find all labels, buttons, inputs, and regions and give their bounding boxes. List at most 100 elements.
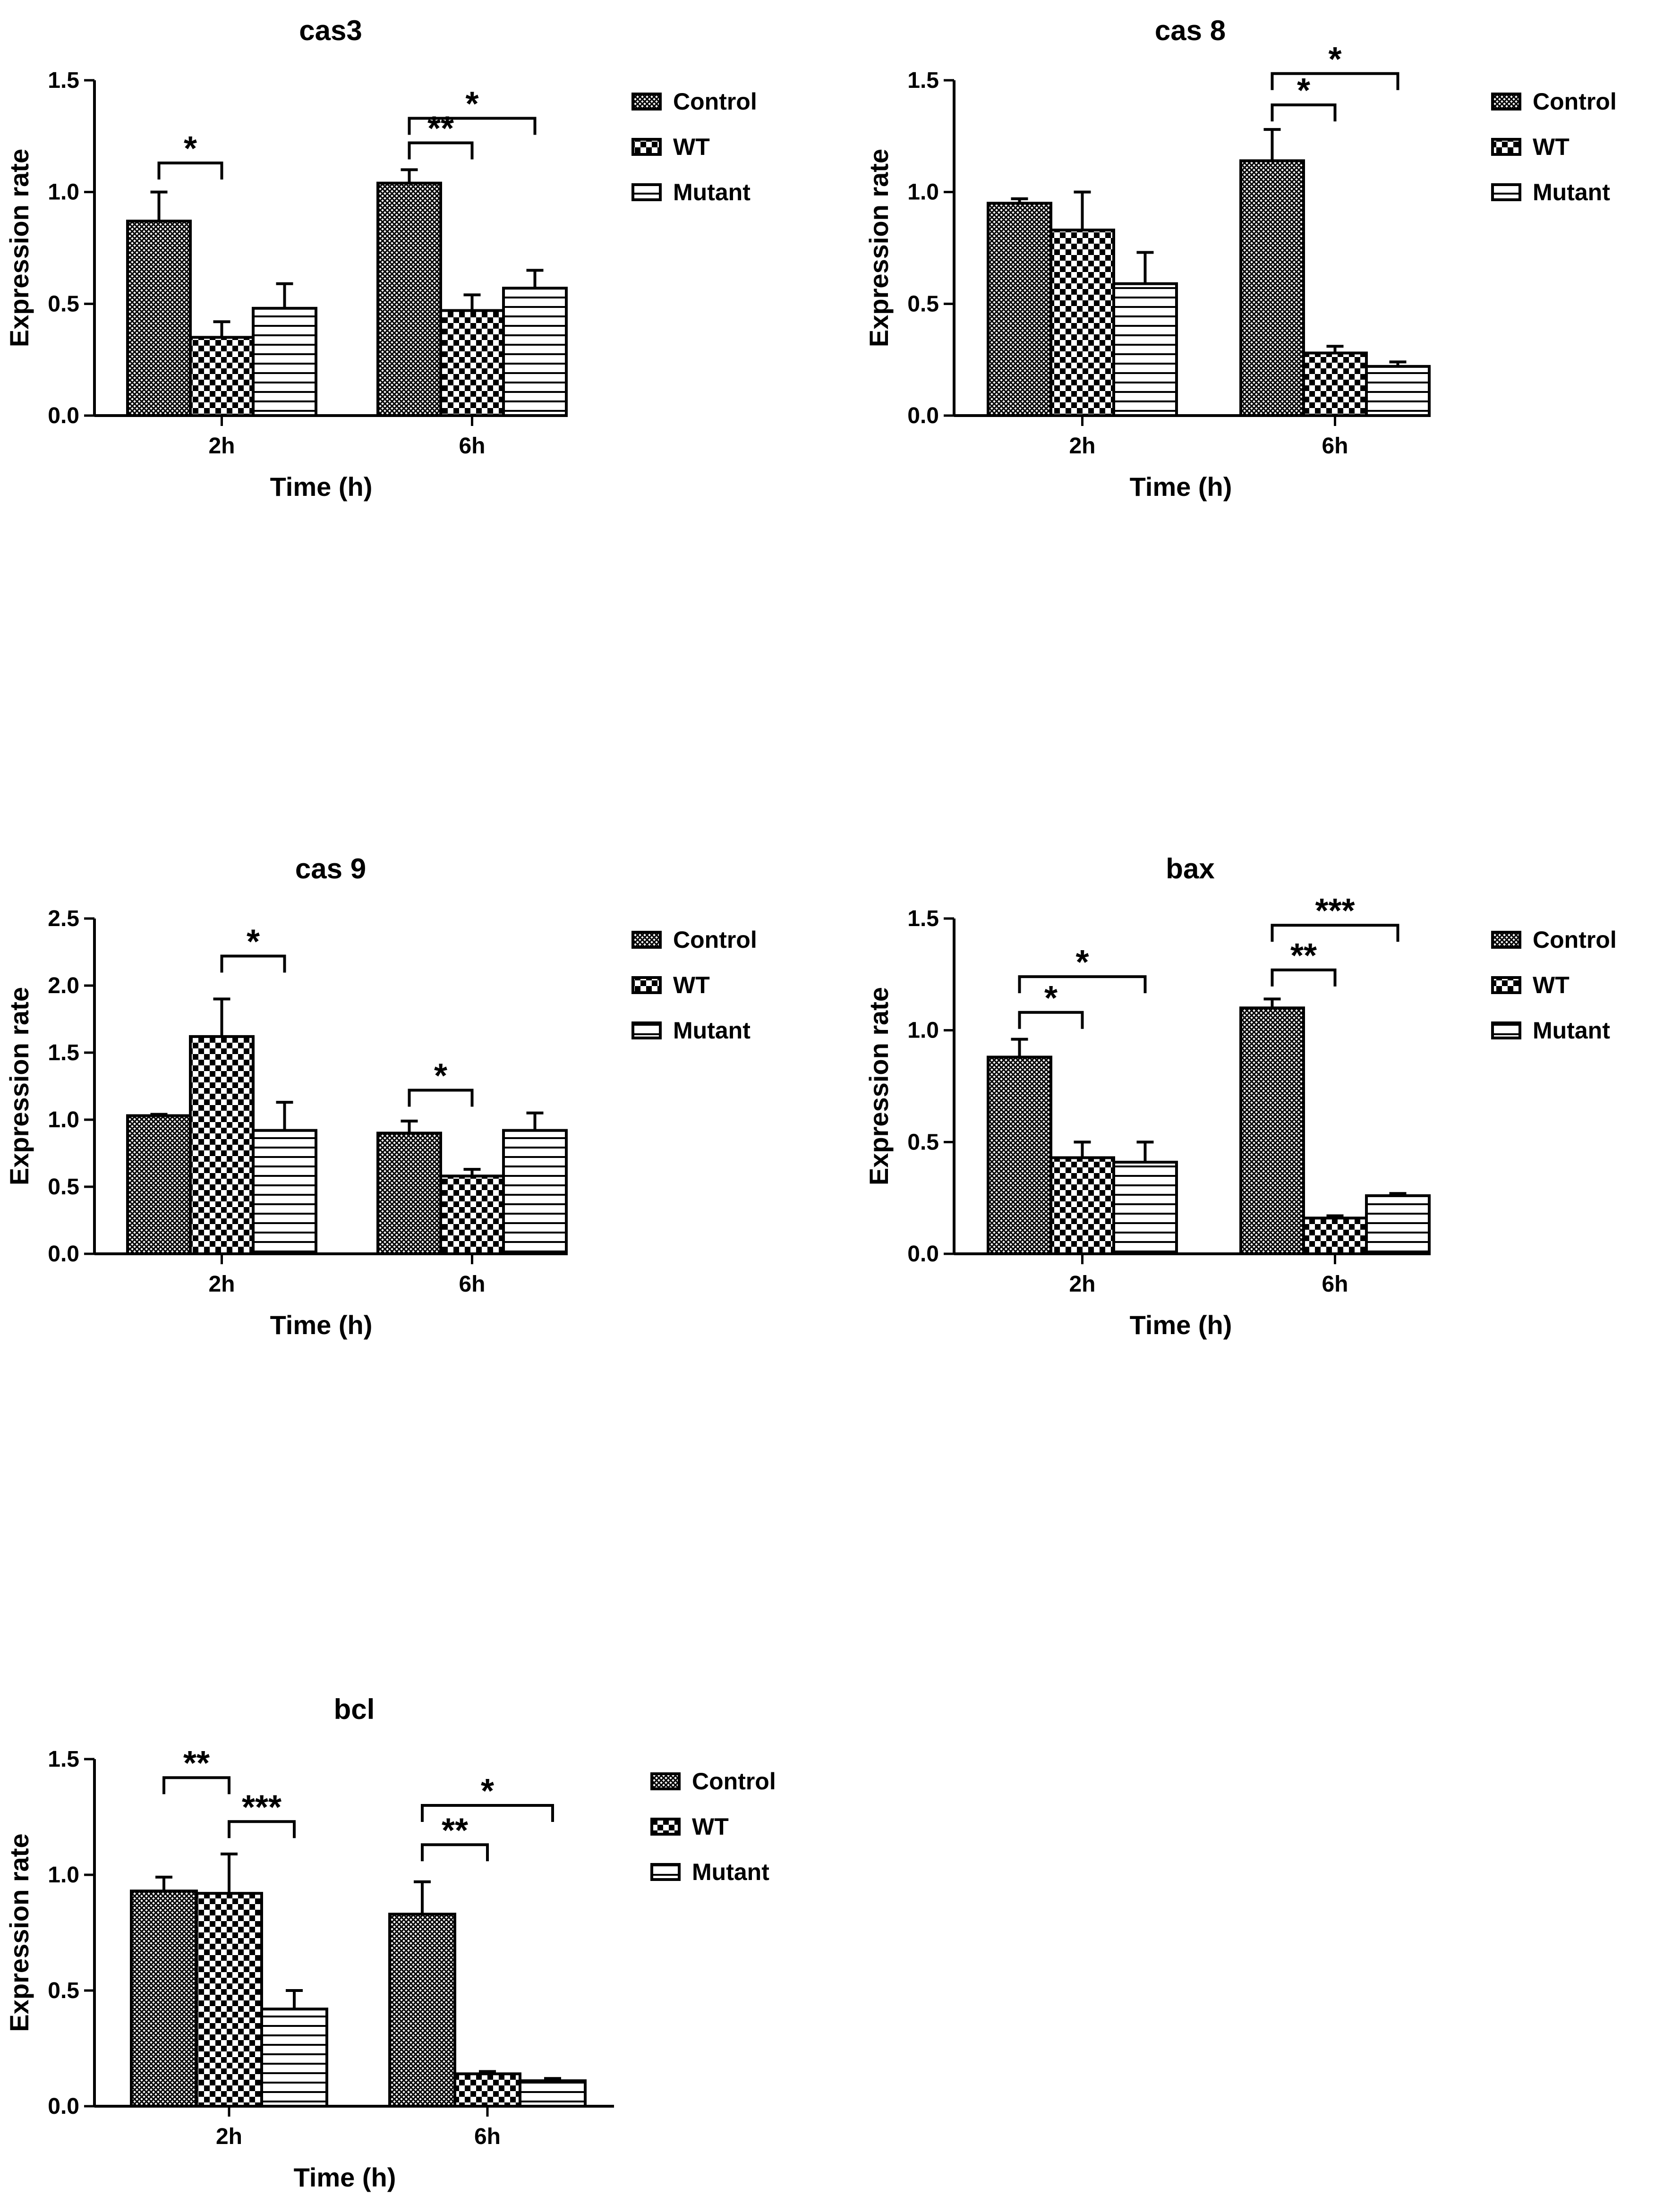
x-axis-label: Time (h) [270, 1310, 373, 1340]
legend-label-wt: WT [673, 972, 710, 998]
bar-control-6h [1239, 1006, 1305, 1255]
y-tick-label: 0.5 [907, 291, 939, 316]
chart-title: cas 9 [295, 853, 366, 885]
legend-swatch-mutant [1491, 1021, 1521, 1039]
significance-bracket [1018, 975, 1147, 994]
bar-wt-2h [1049, 1156, 1115, 1255]
significance-bracket [162, 1776, 230, 1795]
y-tick-label: 0.5 [907, 1130, 939, 1155]
legend-swatch-wt [650, 1818, 681, 1836]
bar-mutant-2h [1112, 282, 1178, 417]
chart-panel-cas3: cas3 0.0 0.5 1.0 1.5 Expression rate 2h 6h Time … [4, 15, 757, 502]
bar-wt-6h [439, 1174, 505, 1256]
legend-label-control: Control [673, 927, 757, 953]
bar-mutant-6h [1365, 365, 1431, 417]
y-tick-label: 0.0 [48, 403, 79, 428]
y-axis-label: Expression rate [4, 987, 34, 1185]
y-tick-label: 0.5 [48, 1978, 79, 2003]
chart-title: cas 8 [1155, 15, 1226, 46]
legend-swatch-mutant [631, 1021, 662, 1039]
bar-mutant-2h [1112, 1160, 1178, 1256]
chart-panel-cas-8: cas 8 0.0 0.5 1.0 1.5 Expression rate 2h 6h Time… [864, 15, 1617, 502]
bar-mutant-2h [252, 1129, 317, 1255]
x-tick-label: 6h [459, 434, 485, 459]
significance-bracket [408, 1089, 474, 1107]
x-axis-label: Time (h) [1130, 472, 1232, 502]
bar-control-2h [126, 1114, 192, 1255]
bar-mutant-2h [260, 2008, 328, 2108]
x-tick-label: 6h [1322, 434, 1348, 459]
legend-swatch-control [631, 931, 662, 949]
chart-panel-bax: bax 0.0 0.5 1.0 1.5 Expression rate 2h 6h Time (… [864, 853, 1617, 1340]
bar-wt-6h [1302, 351, 1368, 417]
significance-bracket [421, 1804, 554, 1822]
chart-title: bcl [334, 1693, 375, 1725]
legend-swatch-wt [631, 138, 662, 156]
legend-label-mutant: Mutant [673, 179, 751, 205]
bar-wt-6h [439, 309, 505, 417]
y-tick-label: 0.0 [48, 2094, 79, 2119]
legend-swatch-control [1491, 931, 1521, 949]
chart-panel-cas-9: cas 9 0.0 0.5 1.0 1.5 2.0 2.5 Expression rate 2h… [4, 853, 757, 1340]
legend-swatch-control [650, 1772, 681, 1790]
legend-swatch-wt [1491, 138, 1521, 156]
y-tick-label: 1.5 [48, 1040, 79, 1065]
x-tick-label: 6h [1322, 1272, 1348, 1297]
legend-swatch-mutant [631, 183, 662, 201]
bar-wt-2h [189, 336, 255, 417]
y-tick-label: 1.0 [907, 180, 939, 205]
y-tick-label: 1.0 [48, 1863, 79, 1888]
significance-label: * [465, 85, 478, 123]
significance-bracket [1271, 968, 1337, 987]
bar-wt-2h [195, 1892, 263, 2108]
x-tick-label: 2h [216, 2124, 242, 2149]
bar-mutant-6h [519, 2079, 587, 2108]
bar-control-2h [126, 220, 192, 417]
significance-label: * [1297, 72, 1310, 110]
significance-label: * [434, 1057, 447, 1095]
x-tick-label: 6h [474, 2124, 501, 2149]
bar-control-6h [376, 181, 442, 417]
x-axis-label: Time (h) [270, 472, 373, 502]
significance-label: ** [1290, 937, 1317, 975]
significance-label: * [184, 130, 197, 168]
y-axis-label: Expression rate [864, 987, 894, 1185]
significance-bracket [1018, 1011, 1084, 1029]
y-tick-label: 1.0 [48, 180, 79, 205]
legend-label-control: Control [692, 1768, 776, 1795]
bar-mutant-6h [502, 1129, 568, 1255]
y-tick-label: 1.0 [48, 1107, 79, 1132]
bar-wt-2h [189, 1035, 255, 1255]
significance-label: * [1328, 41, 1341, 78]
significance-bracket [408, 117, 537, 135]
bar-mutant-6h [1365, 1194, 1431, 1256]
significance-label: * [247, 923, 260, 961]
bar-wt-2h [1049, 229, 1115, 417]
x-tick-label: 2h [1069, 1272, 1095, 1297]
legend-swatch-mutant [650, 1863, 681, 1881]
bar-control-6h [388, 1913, 456, 2108]
chart-title: bax [1166, 853, 1214, 885]
significance-bracket [1271, 924, 1399, 942]
x-tick-label: 6h [459, 1272, 485, 1297]
legend-label-mutant: Mutant [692, 1859, 769, 1885]
bar-mutant-2h [252, 306, 317, 417]
significance-label: ** [183, 1744, 210, 1782]
legend-swatch-control [1491, 93, 1521, 111]
significance-label: ** [442, 1812, 468, 1849]
legend-swatch-wt [1491, 976, 1521, 994]
significance-bracket [1271, 103, 1337, 122]
bar-control-6h [1239, 159, 1305, 417]
y-tick-label: 1.5 [48, 1747, 79, 1772]
significance-label: *** [242, 1788, 282, 1826]
legend-label-mutant: Mutant [1533, 179, 1610, 205]
legend-swatch-wt [631, 976, 662, 994]
significance-bracket [220, 954, 286, 973]
significance-label: ** [427, 110, 454, 148]
y-tick-label: 1.5 [907, 906, 939, 931]
legend-label-control: Control [673, 88, 757, 115]
x-tick-label: 2h [1069, 434, 1095, 459]
legend-swatch-mutant [1491, 183, 1521, 201]
bar-control-2h [987, 202, 1052, 417]
